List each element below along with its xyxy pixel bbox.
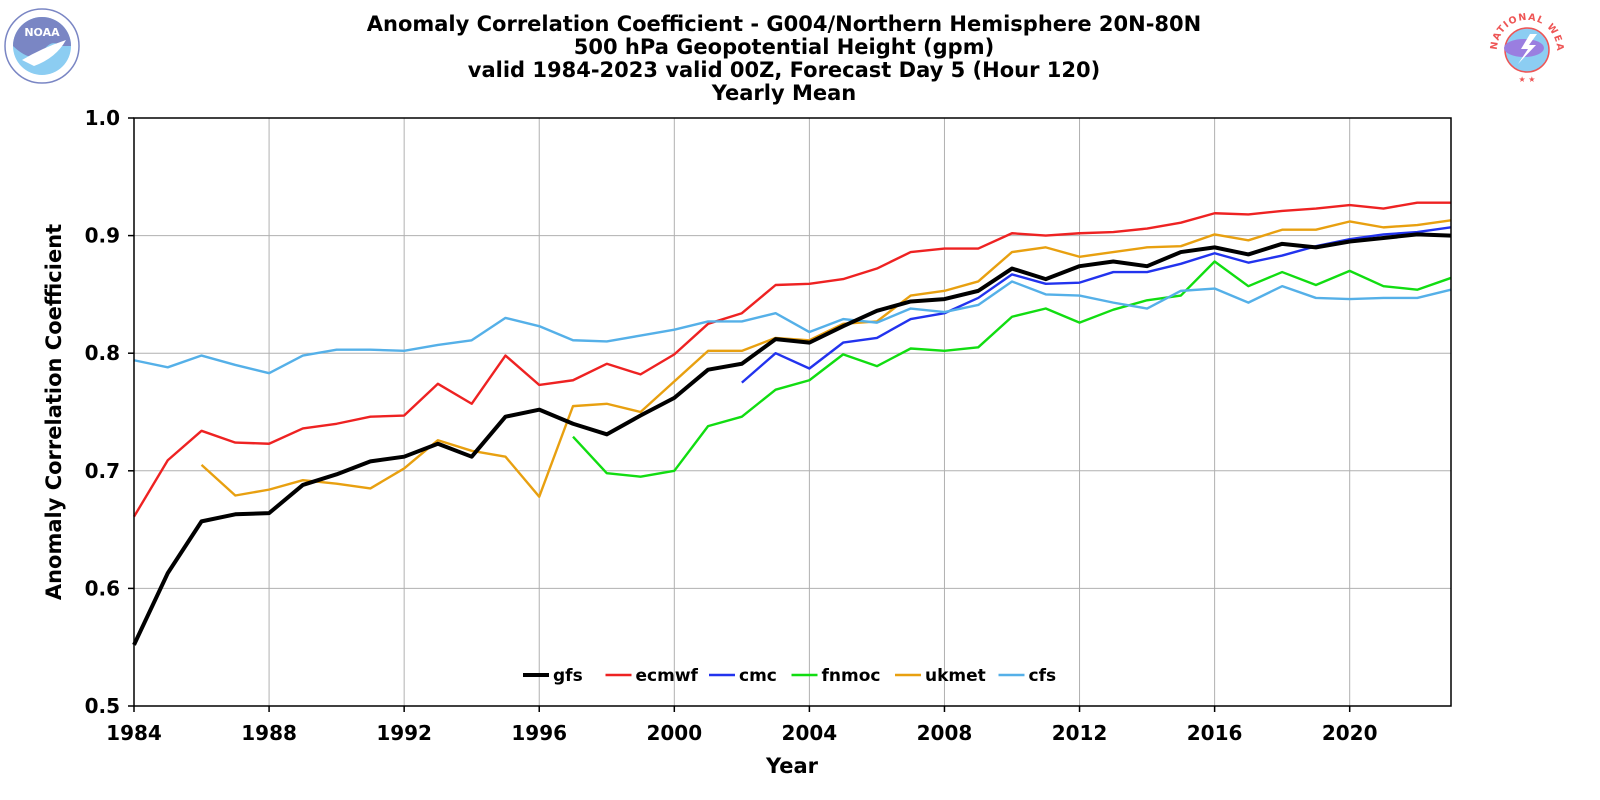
series-line-gfs <box>132 232 1452 646</box>
x-tick-label: 1988 <box>241 721 297 745</box>
title-line-1: Anomaly Correlation Coefficient - G004/N… <box>367 12 1201 36</box>
x-tick-label: 2012 <box>1052 721 1108 745</box>
x-tick-label: 1984 <box>106 721 162 745</box>
x-tick-label: 1996 <box>511 721 567 745</box>
y-tick-label: 0.8 <box>85 341 120 365</box>
y-axis-label: Anomaly Correlation Coefficient <box>42 224 66 600</box>
series-line-ukmet <box>200 219 1452 498</box>
x-axis-ticks: 1984 1988 1992 1996 2000 2004 2008 2012 2016 2020 <box>106 706 1378 745</box>
y-tick-label: 0.6 <box>85 576 120 600</box>
series-lines <box>132 201 1452 646</box>
noaa-logo-text: NOAA <box>24 26 60 39</box>
grid-lines <box>134 118 1451 706</box>
legend-label-ecmwf: ecmwf <box>636 666 699 686</box>
legend-label-fnmoc: fnmoc <box>822 666 881 686</box>
plot-frame <box>133 117 1452 707</box>
series-line-fnmoc <box>572 260 1452 478</box>
legend-label-gfs: gfs <box>553 666 583 686</box>
y-axis-ticks: 0.5 0.6 0.7 0.8 0.9 1.0 <box>85 106 134 718</box>
series-line-cfs <box>133 280 1452 375</box>
svg-text:★ ★: ★ ★ <box>1519 75 1536 84</box>
x-tick-label: 2008 <box>917 721 973 745</box>
x-axis-label: Year <box>765 754 819 778</box>
x-tick-label: 2000 <box>646 721 702 745</box>
legend-label-ukmet: ukmet <box>925 666 986 686</box>
legend-label-cfs: cfs <box>1029 666 1057 686</box>
legend-label-cmc: cmc <box>739 666 777 686</box>
chart-title: Anomaly Correlation Coefficient - G004/N… <box>367 12 1201 105</box>
title-line-3: valid 1984-2023 valid 00Z, Forecast Day … <box>468 58 1100 82</box>
x-tick-label: 2020 <box>1322 721 1378 745</box>
x-tick-label: 2016 <box>1187 721 1243 745</box>
x-tick-label: 1992 <box>376 721 432 745</box>
y-tick-label: 0.9 <box>85 224 120 248</box>
title-line-2: 500 hPa Geopotential Height (gpm) <box>574 35 994 59</box>
y-tick-label: 0.7 <box>85 459 120 483</box>
y-tick-label: 1.0 <box>85 106 120 130</box>
noaa-logo-icon: NOAA <box>4 8 80 84</box>
series-line-ecmwf <box>132 201 1451 518</box>
plot-area <box>134 118 1451 706</box>
title-line-4: Yearly Mean <box>711 81 857 105</box>
x-tick-label: 2004 <box>782 721 838 745</box>
legend: gfs ecmwf cmc fnmoc ukmet cfs <box>523 666 1056 686</box>
y-tick-label: 0.5 <box>85 694 120 718</box>
